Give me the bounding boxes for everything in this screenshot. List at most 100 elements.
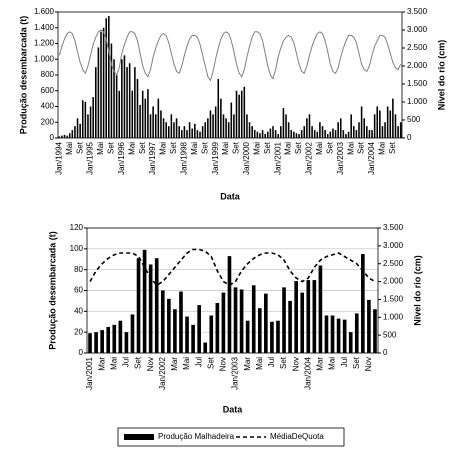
bar: [272, 126, 274, 138]
x-tick-label: Set: [294, 141, 303, 154]
x-tick-label: Mai: [159, 142, 168, 155]
bar: [186, 130, 188, 138]
bar: [246, 114, 248, 138]
y2-tick-label: 1.000: [407, 97, 428, 106]
bar: [311, 126, 313, 138]
bar: [373, 114, 376, 138]
y-tick-label: 0: [50, 133, 55, 142]
bar: [194, 123, 196, 138]
bar: [170, 114, 173, 138]
x-tick-label: Nov: [146, 357, 155, 371]
x-tick-label: Jan/1996: [117, 141, 126, 174]
x-tick-label: Mar: [170, 357, 179, 371]
bar: [358, 122, 360, 138]
bar: [123, 55, 126, 138]
bar: [214, 106, 217, 138]
bar: [112, 324, 117, 353]
bar: [259, 133, 261, 138]
bar: [300, 130, 303, 138]
y2-tick-label: 1.500: [383, 295, 404, 304]
bar: [89, 106, 92, 138]
bar: [79, 123, 81, 138]
bar: [399, 122, 402, 138]
bar: [134, 67, 136, 138]
bar: [257, 308, 262, 353]
bar: [354, 313, 359, 353]
x-tick-label: Set: [134, 356, 143, 369]
bar: [240, 90, 243, 138]
plot-frame: [57, 11, 403, 139]
bar: [118, 320, 123, 353]
bar: [179, 291, 183, 353]
line-series: [89, 248, 376, 287]
x-tick-label: Nov: [291, 357, 300, 371]
x-tick-label: Jul: [267, 357, 276, 367]
bar: [173, 309, 177, 353]
bar: [276, 320, 280, 353]
x-tick-label: Mai: [127, 142, 136, 155]
bar: [131, 90, 134, 138]
bar: [353, 126, 355, 138]
bar: [248, 122, 251, 138]
bar: [295, 133, 298, 138]
bar: [373, 309, 377, 353]
bar: [102, 27, 105, 138]
bar: [68, 133, 71, 138]
y-tick-label: 60: [74, 286, 83, 295]
bar: [282, 108, 285, 138]
bar: [63, 134, 66, 138]
bar: [397, 126, 399, 138]
bar: [196, 130, 199, 138]
bar: [220, 98, 222, 138]
y-tick-label: 1.400: [34, 23, 55, 32]
bar: [209, 110, 212, 138]
x-tick-label: Jan/2001: [273, 141, 282, 174]
bar: [261, 130, 264, 138]
y-tick-label: 200: [41, 117, 55, 126]
legend-swatch: [124, 434, 154, 440]
x-tick-label: Set: [232, 141, 241, 154]
y2-tick-label: 500: [407, 115, 421, 124]
bar: [157, 98, 160, 138]
y-tick-label: 1.000: [34, 54, 55, 63]
y2-tick-label: 3.500: [407, 7, 428, 16]
bar: [274, 130, 277, 138]
x-tick-label: Nov: [364, 357, 373, 371]
x-tick-label: Jan/2004: [303, 356, 312, 389]
bar: [76, 118, 79, 138]
bar: [227, 122, 230, 138]
x-tick-label: Set: [279, 356, 288, 369]
legend-box: [117, 427, 345, 447]
bar: [61, 135, 63, 138]
y-axis-title: Produção desembarcada (t): [18, 16, 28, 135]
bar: [201, 126, 204, 138]
bar: [141, 90, 144, 138]
x-tick-label: Jan/2003: [336, 141, 345, 174]
bar: [367, 299, 371, 353]
x-tick-label: Mar: [97, 357, 106, 371]
bar: [124, 332, 129, 353]
bar: [368, 130, 371, 138]
bar: [87, 114, 89, 138]
bar: [136, 78, 139, 138]
bar: [308, 114, 311, 138]
y-axis-title: Produção desembarcada (t): [47, 231, 57, 350]
y-tick-label: 600: [41, 86, 55, 95]
bar: [185, 316, 189, 353]
bar: [235, 90, 238, 138]
bar: [212, 114, 214, 138]
bar: [225, 118, 227, 138]
y-tick-label: 1.600: [34, 7, 55, 16]
bar: [181, 130, 183, 138]
y2-tick-label: 2.000: [383, 277, 404, 286]
bar: [332, 128, 334, 138]
bar: [147, 89, 149, 138]
bar: [233, 287, 238, 353]
y-tick-label: 120: [70, 223, 84, 232]
bar: [84, 101, 87, 138]
y-tick-label: 800: [41, 70, 55, 79]
x-tick-label: Mar: [243, 357, 252, 371]
bar: [167, 126, 170, 138]
bar: [269, 128, 272, 138]
